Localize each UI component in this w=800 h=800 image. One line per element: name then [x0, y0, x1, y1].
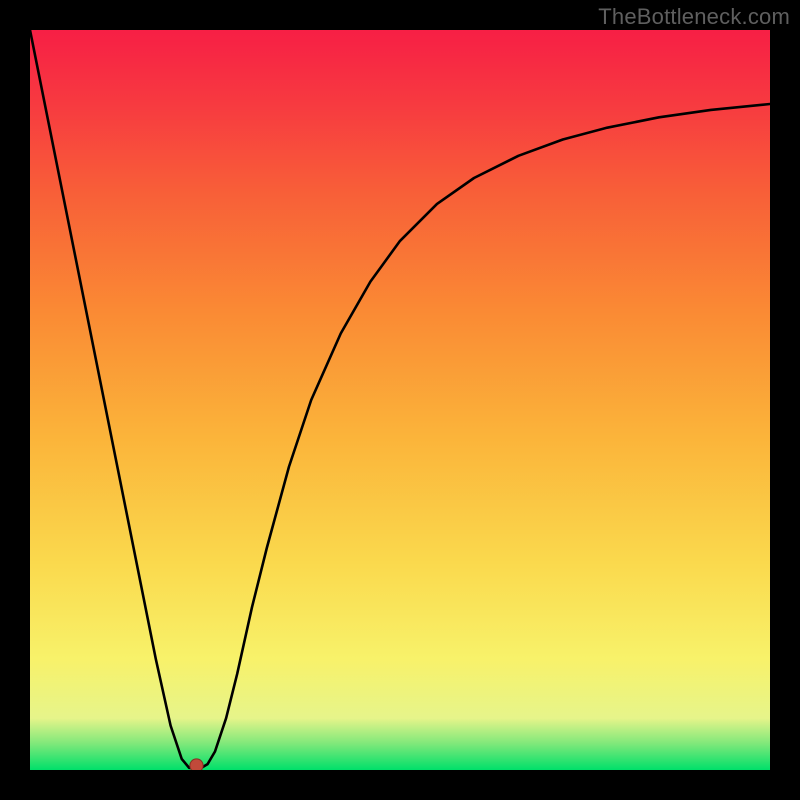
watermark-text: TheBottleneck.com [598, 4, 790, 30]
bottleneck-marker [190, 759, 203, 770]
plot-area [30, 30, 770, 770]
plot-svg [30, 30, 770, 770]
gradient-background [30, 30, 770, 770]
chart-frame: TheBottleneck.com [0, 0, 800, 800]
